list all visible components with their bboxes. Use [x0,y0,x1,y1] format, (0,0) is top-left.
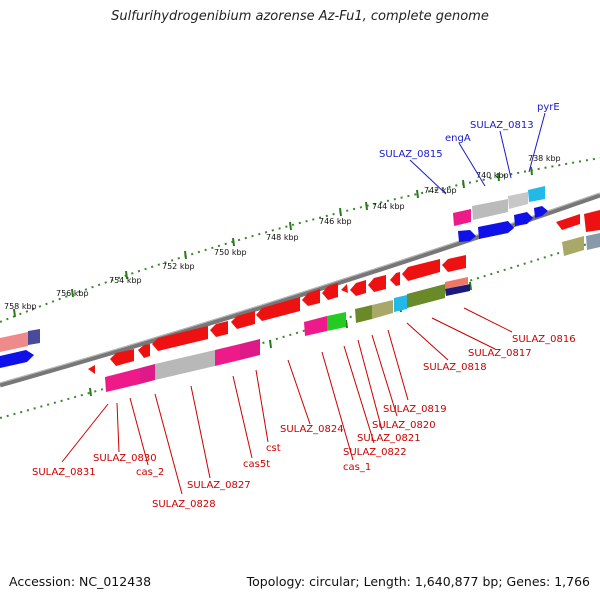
gene-label-SULAZ_0830: SULAZ_0830 [93,453,157,464]
accession-text: Accession: NC_012438 [9,574,152,589]
gene-label-engA: engA [445,133,471,144]
reverse-gene [442,255,466,272]
genome-stats-text: Topology: circular; Length: 1,640,877 bp… [246,574,590,589]
gene-feature [445,284,470,296]
reverse-gene [341,284,348,293]
right-edge-fragments [556,210,600,256]
genome-title: Sulfurihydrogenibium azorense Az-Fu1, co… [111,9,489,24]
outer-major-ticks [13,166,533,318]
reverse-gene [231,311,255,329]
reverse-gene [350,280,366,296]
gene-feature [586,233,600,250]
kbp-label-740: 740 kbp [476,171,509,180]
gene-feature [140,364,155,384]
kbp-label-752: 752 kbp [162,262,195,271]
gene-feature [355,305,372,323]
gene-label-SULAZ_0827: SULAZ_0827 [187,480,251,491]
kbp-label-746: 746 kbp [319,217,352,226]
gene-feature [556,214,580,230]
forward-gene [458,230,476,242]
reverse-gene [138,344,150,358]
gene-label-SULAZ_0821: SULAZ_0821 [357,433,421,444]
gene-label-SULAZ_0815: SULAZ_0815 [379,149,443,160]
reverse-gene [88,365,95,374]
gene-feature [508,192,528,209]
reverse-gene [390,272,400,286]
gene-feature [304,316,327,336]
gene-label-cst: cst [266,443,281,454]
kbp-label-758: 758 kbp [4,302,37,311]
gene-label-SULAZ_0831: SULAZ_0831 [32,467,96,478]
kbp-label-742: 742 kbp [424,186,457,195]
gene-feature [562,236,584,256]
gene-label-pyrE: pyrE [537,102,560,113]
gene-feature [105,368,140,392]
forward-gene [0,350,34,368]
gene-feature [584,210,600,232]
reverse-gene [302,289,320,306]
bottom-leader-lines [61,307,513,495]
gene-feature [472,199,508,220]
gene-label-SULAZ_0818: SULAZ_0818 [423,362,487,373]
reverse-gene [256,297,300,321]
gene-feature [240,339,260,360]
gene-feature [407,284,445,308]
gene-feature [528,186,545,202]
gene-feature [215,344,240,366]
kbp-label-756: 756 kbp [56,289,89,298]
reverse-gene [152,326,208,351]
gene-feature [394,295,407,312]
kbp-labels: 738 kbp 740 kbp 742 kbp 744 kbp 746 kbp … [4,154,561,311]
kbp-label-750: 750 kbp [214,248,247,257]
forward-gene [514,212,533,226]
left-edge-fragments [0,329,40,368]
gene-label-SULAZ_0824: SULAZ_0824 [280,424,344,435]
forward-gene [478,221,514,239]
top-gene-labels: pyrE SULAZ_0813 engA SULAZ_0815 [379,102,560,160]
bottom-gene-labels: SULAZ_0816 SULAZ_0817 SULAZ_0818 SULAZ_0… [32,334,576,510]
gene-feature [155,350,215,380]
reverse-genes [88,255,466,374]
gene-label-cas5t: cas5t [243,459,270,470]
gene-label-cas_1: cas_1 [343,462,371,473]
forward-colour-bar-right [453,186,545,226]
reverse-gene [210,321,228,337]
gene-feature [453,209,471,226]
reverse-gene [322,283,338,300]
kbp-label-754: 754 kbp [109,276,142,285]
reverse-gene [368,275,386,292]
gene-label-SULAZ_0820: SULAZ_0820 [372,420,436,431]
gene-label-SULAZ_0819: SULAZ_0819 [383,404,447,415]
forward-genes-right [458,206,548,242]
gene-label-SULAZ_0816: SULAZ_0816 [512,334,576,345]
forward-gene [534,206,548,218]
gene-feature [28,329,40,345]
gene-label-SULAZ_0813: SULAZ_0813 [470,120,534,131]
gene-feature [372,300,393,319]
gene-feature [327,312,346,331]
kbp-label-748: 748 kbp [266,233,299,242]
reverse-gene [402,259,440,281]
gene-label-SULAZ_0828: SULAZ_0828 [152,499,216,510]
gene-label-SULAZ_0817: SULAZ_0817 [468,348,532,359]
gene-label-cas_2: cas_2 [136,467,164,478]
top-leader-lines [409,112,546,195]
gene-feature [0,332,28,352]
gene-feature [445,277,468,289]
reverse-colour-bar [105,277,470,392]
gene-label-SULAZ_0822: SULAZ_0822 [343,447,407,458]
reverse-gene [110,349,134,366]
kbp-label-738: 738 kbp [528,154,561,163]
kbp-label-744: 744 kbp [372,202,405,211]
